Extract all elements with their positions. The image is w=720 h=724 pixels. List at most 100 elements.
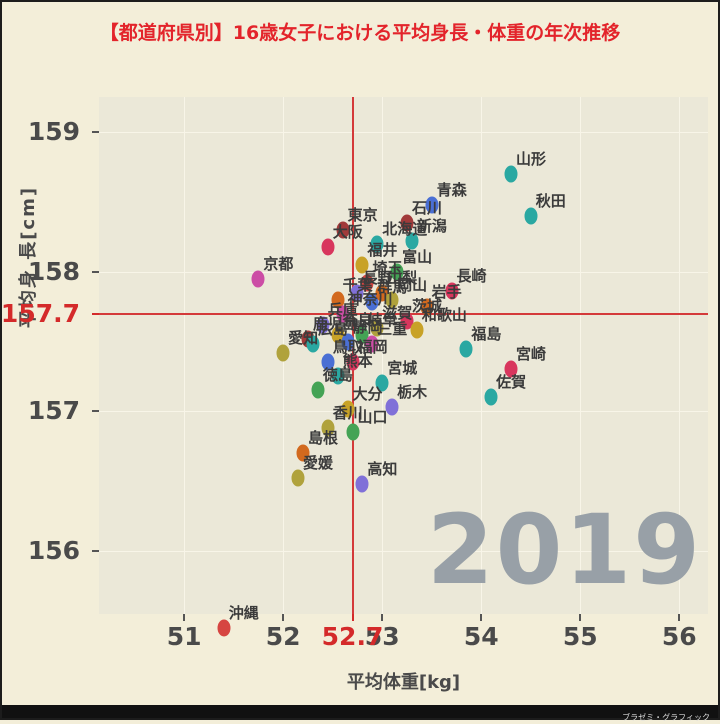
x-tick-mark-highlight [351,614,354,621]
data-point-dot [331,326,345,344]
y-tick-label: 159 [27,116,80,146]
data-point-label: 香川 [332,404,363,423]
data-point-label: 栃木 [397,383,428,402]
data-point-label: 埼玉 [372,258,403,277]
data-point-dot [390,263,404,281]
data-point-dot [306,335,320,353]
data-point-label: 宮城 [387,359,418,378]
data-point-label: 三重 [377,320,408,339]
x-highlight-label: 52.7 [321,622,384,651]
data-point-label: 滋賀 [382,303,413,322]
data-point-dot [321,353,335,371]
data-point-dot [445,282,459,300]
data-point-label: 沖縄 [228,603,259,622]
data-point-label: 愛知 [288,328,319,347]
data-point-label: 静岡 [352,317,383,336]
data-point-dot [425,196,439,214]
x-tick-label: 51 [166,622,202,651]
credit-text: ブラゼミ・グラフィック [622,713,710,722]
data-point-label: 山形 [515,149,546,168]
data-point-label: 宮崎 [515,345,546,364]
y-tick-mark [92,270,99,273]
data-point-label: 岐阜 [367,310,398,329]
data-point-label: 北海道 [382,219,428,238]
x-tick-mark [381,614,384,621]
y-tick-label: 158 [27,256,80,286]
data-point-label: 徳島 [322,366,353,385]
data-point-label: 千葉 [342,275,373,294]
data-point-dot [346,353,359,371]
data-point-dot [355,256,369,274]
data-point-dot [484,388,498,406]
data-point-label: 長野 [362,268,393,287]
data-point-label: 石川 [411,198,442,217]
data-point-label: 青森 [436,180,467,199]
data-point-dot [459,340,473,357]
data-point-dot [321,238,335,255]
page-title: 【都道府県別】16歳女子における平均身長・体重の年次推移 [99,22,621,44]
gridline-vertical [184,97,186,614]
x-tick-label: 55 [562,622,598,651]
data-point-label: 鹿児島 [312,314,358,333]
data-point-dot [504,360,518,378]
gridline-vertical [580,97,582,614]
data-point-label: 福岡 [357,338,388,357]
gridline-vertical [679,97,681,614]
year-watermark: 2019 [426,494,702,606]
data-point-label: 鳥取 [332,338,363,357]
data-point-dot [331,291,345,309]
x-tick-mark [579,614,582,621]
data-point-dot [355,326,369,344]
data-point-label: 福島 [471,324,502,343]
data-point-dot [217,619,231,637]
x-tick-label: 56 [661,622,697,651]
data-point-dot [365,335,379,353]
data-point-label: 福井 [367,240,398,259]
x-tick-label: 53 [364,622,400,651]
data-point-label: 兵庫 [327,300,358,319]
data-point-dot [385,291,399,309]
data-point-label: 高知 [367,460,398,479]
data-point-dot [291,469,305,487]
data-point-dot [385,398,399,416]
data-point-label: 奈良 [342,310,373,329]
data-point-dot [316,316,330,334]
data-point-dot [296,444,310,462]
data-point-label: 大分 [352,384,383,403]
data-point-dot [420,298,434,316]
plot-area: 2019 沖縄 京都 愛媛 島根 愛知 鹿児島 広島 兵庫 徳島 香川 大阪 奈良 千葉 神奈川 東京 熊本大… [92,97,708,637]
data-point-label: 茨城 [411,296,442,315]
data-point-label: 東京 [347,205,378,224]
gridline-horizontal [99,131,708,133]
data-point-dot [524,207,538,225]
gridline-vertical [481,97,483,614]
data-point-label: 富山 [402,247,433,266]
data-point-label: 秋田 [535,191,566,210]
x-tick-label: 52 [265,622,301,651]
data-point-label: 新潟 [416,216,447,235]
data-point-label: 熊本 [342,352,373,371]
data-point-dot [370,235,384,253]
y-tick-mark [92,410,99,413]
data-point-label: 群馬 [377,278,408,297]
data-point-label: 岩手 [431,282,462,301]
y-tick-mark-highlight [92,312,99,315]
data-point-label: 愛媛 [303,454,334,473]
y-axis-ticks: 156 157 158 159 157.7 [1,97,92,614]
data-point-label: 大阪 [332,222,363,241]
data-point-dot [405,232,419,250]
x-axis-ticks: 51 52 53 54 55 56 52.7 [99,622,708,658]
data-point-label: 京都 [263,254,294,273]
x-tick-mark [183,614,186,621]
x-tick-mark [678,614,681,621]
data-point-dot [365,293,379,311]
data-point-label: 山梨 [387,268,418,287]
data-point-label: 神奈川 [347,289,393,308]
data-point-dot [400,214,414,232]
data-point-label: 和歌山 [421,306,467,325]
gridline-horizontal [99,551,708,553]
data-point-label: 長崎 [456,267,487,286]
data-point-dot [400,312,414,330]
y-tick-label: 157 [27,396,80,426]
